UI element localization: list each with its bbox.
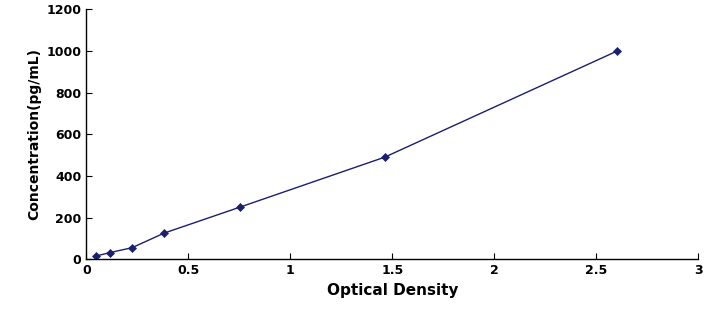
Y-axis label: Concentration(pg/mL): Concentration(pg/mL) [27,48,41,220]
X-axis label: Optical Density: Optical Density [327,283,458,298]
